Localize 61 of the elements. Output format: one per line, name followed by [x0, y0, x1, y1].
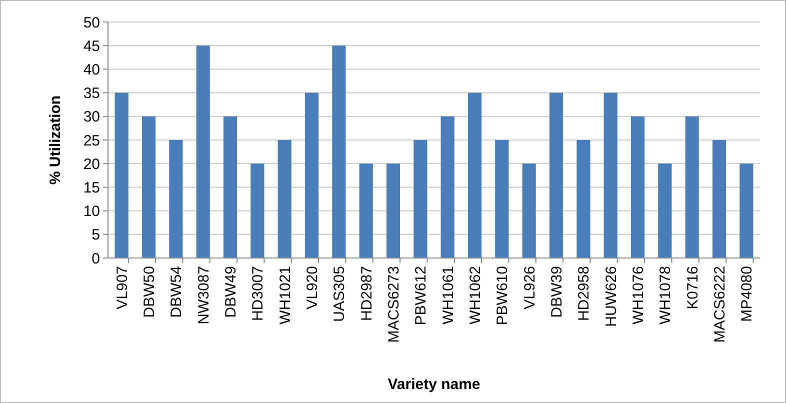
x-tick-label: DBW50: [141, 266, 158, 318]
bar: [468, 92, 482, 258]
y-tick-label: 5: [92, 226, 100, 244]
bar: [359, 164, 373, 258]
x-tick-label: WH1061: [440, 266, 457, 324]
x-tick-label: MACS6222: [712, 266, 728, 343]
x-tick-label: WH1078: [657, 266, 674, 324]
x-axis-title: Variety name: [388, 376, 480, 393]
y-tick-label: 30: [83, 108, 100, 126]
y-tick-label: 20: [83, 156, 100, 173]
x-tick-label: NW3087: [195, 266, 212, 324]
x-tick-label: MP4080: [738, 266, 756, 322]
bar: [604, 92, 618, 258]
bar: [576, 140, 590, 258]
y-tick-label: 50: [83, 14, 100, 32]
bar: [522, 164, 536, 258]
x-tick-label: HUW626: [602, 266, 620, 327]
bar: [440, 116, 454, 258]
bar: [169, 140, 183, 258]
x-tick-label: VL907: [114, 266, 131, 310]
bar: [712, 140, 726, 258]
x-tick-label: VL926: [521, 266, 538, 310]
x-tick-label: HD3007: [250, 266, 267, 322]
x-tick-label: WH1062: [467, 266, 484, 324]
x-tick-label: HD2987: [358, 266, 376, 322]
x-tick-label: HD2958: [576, 266, 593, 322]
bar: [304, 92, 319, 258]
y-tick-label: 45: [83, 38, 100, 55]
x-tick-label: PBW612: [412, 266, 430, 326]
bar: [414, 140, 428, 258]
bar: [685, 116, 699, 258]
y-tick-label: 40: [83, 61, 100, 78]
x-tick-label: UAS305: [331, 266, 348, 322]
x-tick-label: MACS6273: [386, 266, 402, 343]
bar: [278, 140, 292, 258]
bar: [740, 164, 754, 258]
bar: [223, 116, 238, 258]
y-axis-title: % Utilization: [47, 95, 64, 185]
x-tick-label: K0716: [684, 266, 702, 310]
bar: [495, 140, 509, 258]
bar: [630, 116, 645, 258]
bar: [386, 164, 400, 258]
x-tick-label: WH1076: [630, 266, 647, 324]
bar: [250, 164, 264, 258]
y-tick-label: 10: [83, 203, 100, 220]
y-tick-label: 25: [83, 132, 100, 150]
x-tick-label: PBW610: [494, 266, 512, 326]
y-tick-label: 0: [92, 250, 100, 268]
bar: [114, 92, 128, 258]
x-tick-label: DBW54: [168, 266, 186, 318]
bar: [549, 92, 564, 258]
bar: [658, 164, 672, 258]
x-tick-label: DBW39: [548, 266, 566, 318]
bar: [142, 116, 156, 258]
bar: [332, 46, 346, 258]
x-tick-label: VL920: [304, 266, 321, 310]
x-tick-label: DBW49: [222, 266, 240, 318]
bar: [196, 46, 210, 258]
y-tick-label: 35: [83, 85, 100, 102]
y-tick-label: 15: [83, 179, 100, 196]
x-tick-label: WH1021: [276, 266, 294, 324]
